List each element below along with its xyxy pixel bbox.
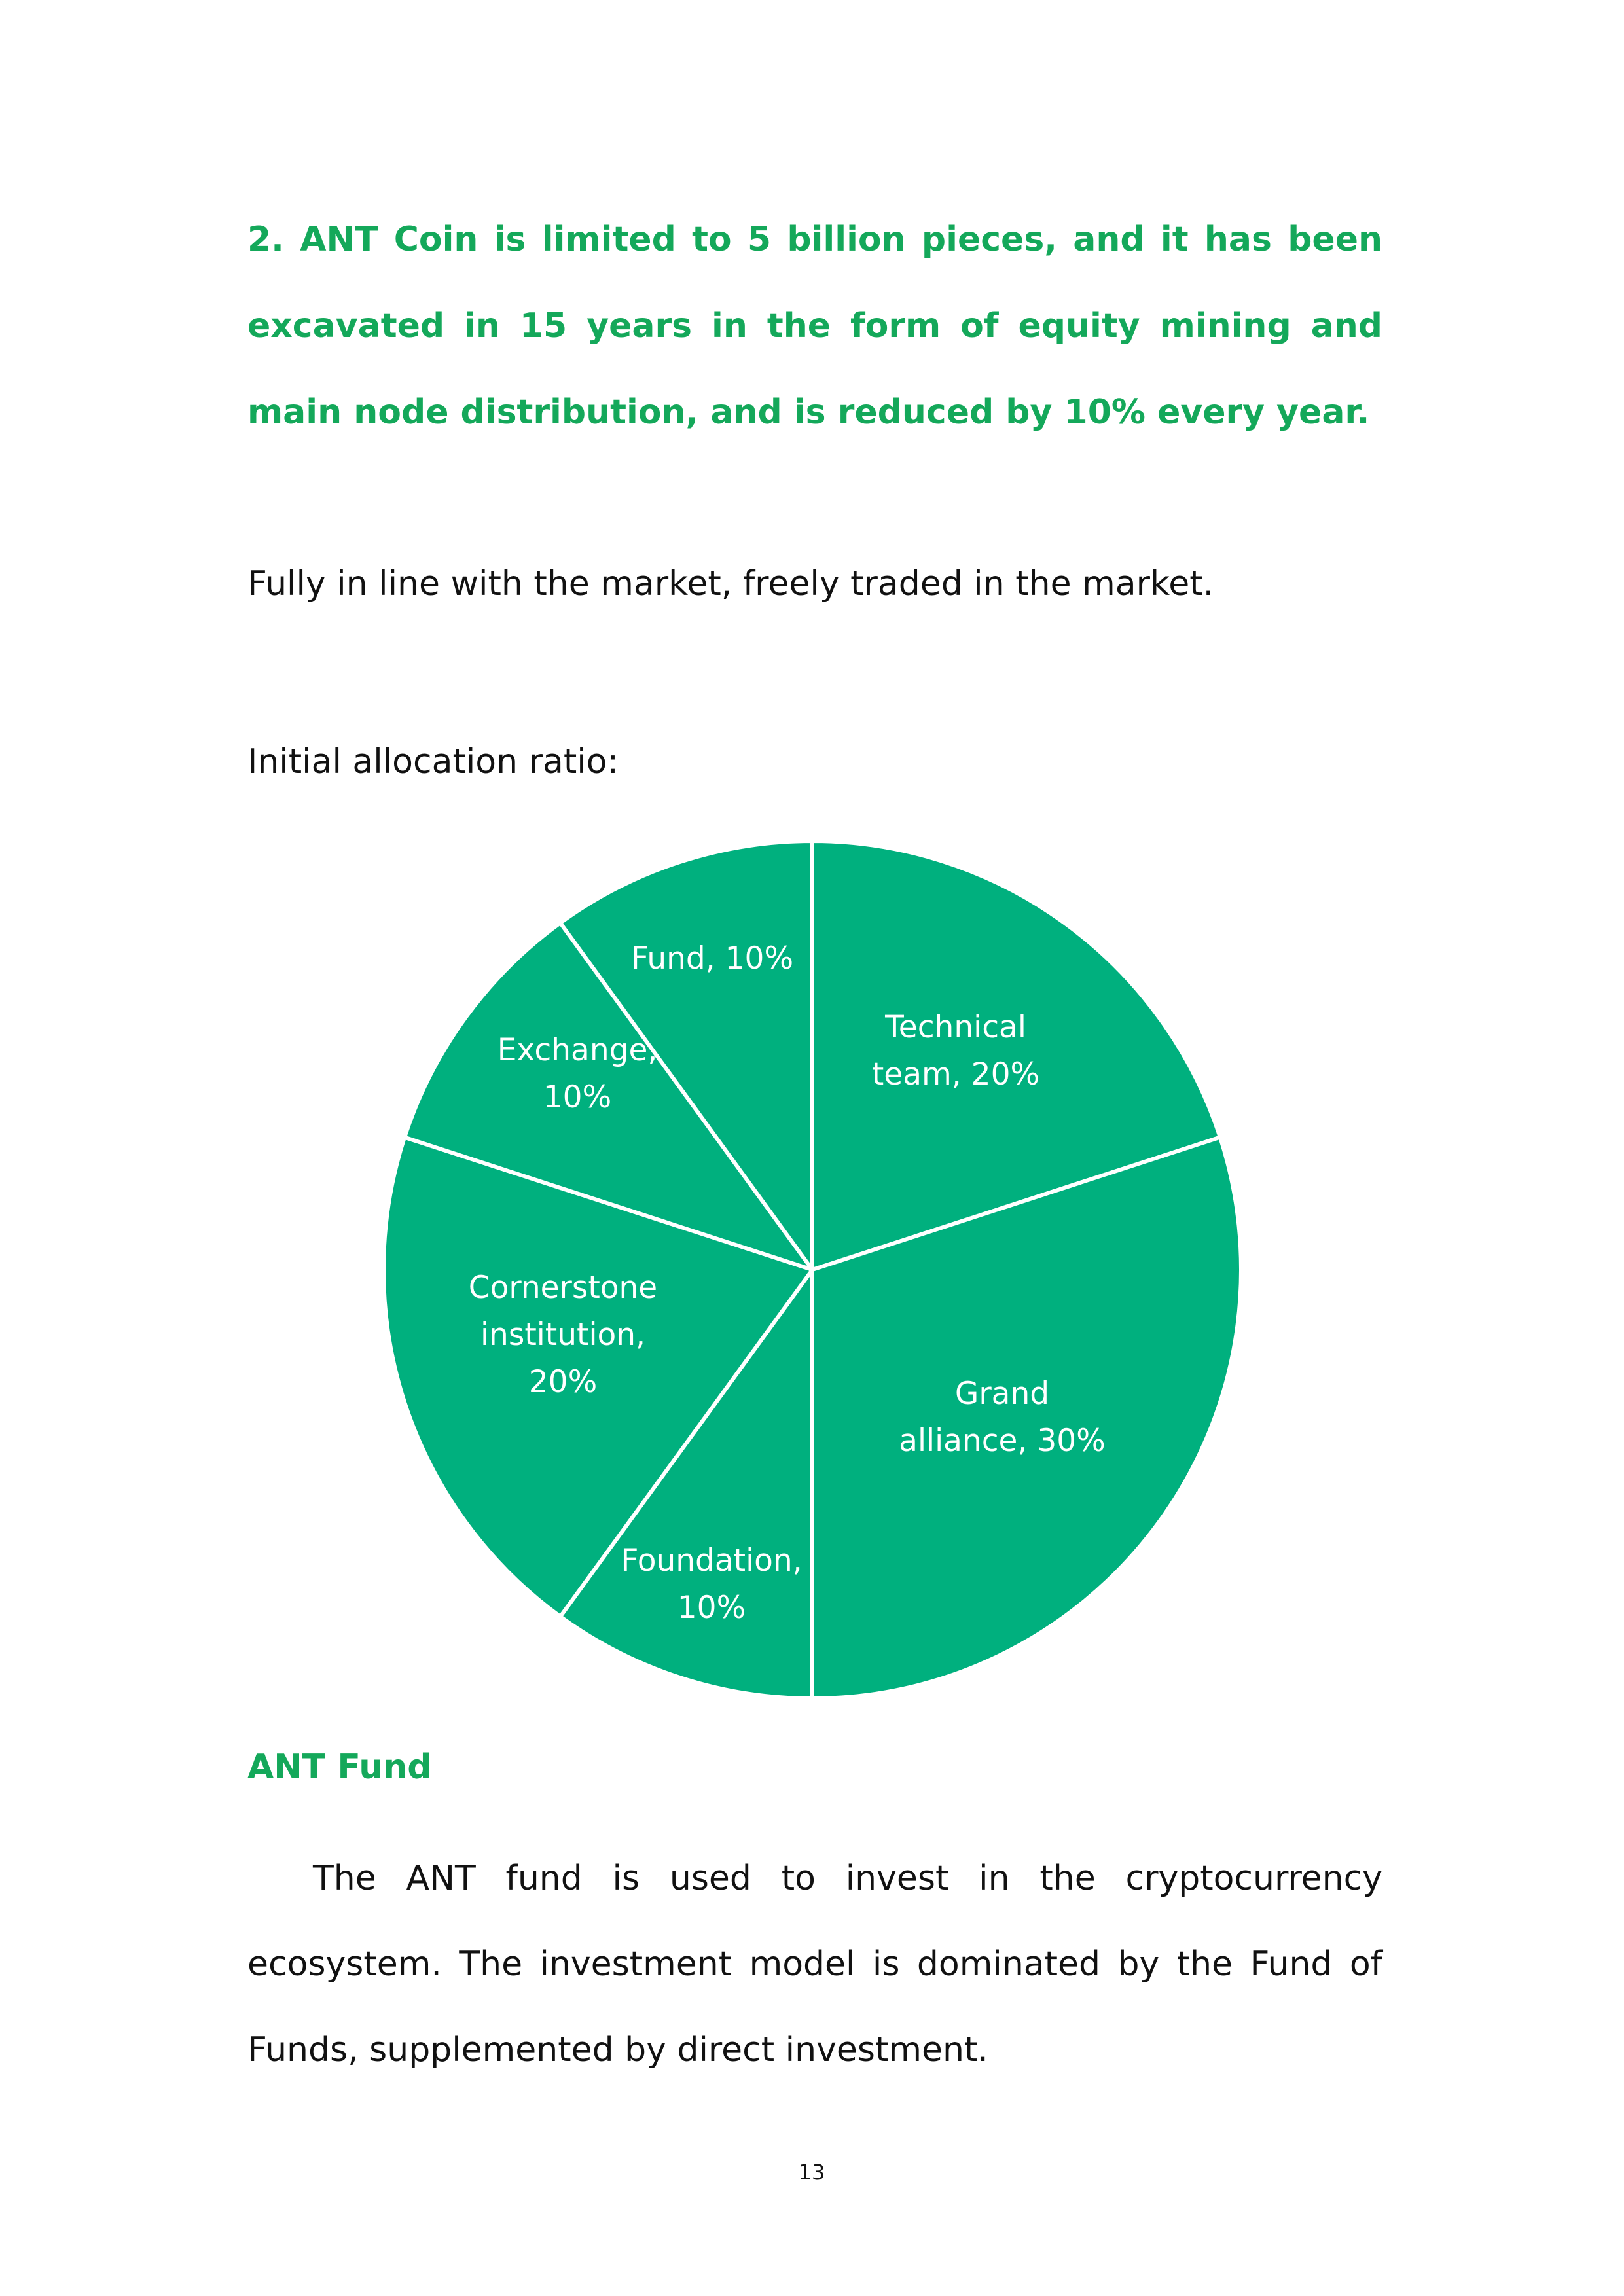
pie-label-line: Technical (884, 1009, 1026, 1045)
pie-label-line: team, 20% (872, 1056, 1039, 1092)
section-heading: 2. ANT Coin is limited to 5 billion piec… (247, 220, 1382, 432)
pie-label-3: Cornerstone institution, 20% (469, 1270, 657, 1400)
pie-label-line: alliance, 30% (899, 1423, 1106, 1459)
pie-slice-1 (810, 1135, 1243, 1700)
pie-label-5: Fund, 10% (631, 941, 793, 977)
pie-label-line: 20% (529, 1364, 597, 1400)
pie-slice-5 (558, 839, 814, 1272)
pie-label-line: 10% (543, 1079, 611, 1115)
pie-label-line: Fund, 10% (631, 941, 793, 977)
fund-heading: ANT Fund (247, 1748, 432, 1787)
allocation-label: Initial allocation ratio: (247, 742, 619, 781)
pie-label-0: Technical team, 20% (872, 1009, 1039, 1092)
pie-label-line: Grand (955, 1376, 1049, 1412)
fund-description: The ANT fund is used to invest in the cr… (247, 1859, 1382, 2070)
pie-slice-2 (558, 1268, 814, 1700)
pie-slice-3 (382, 1135, 814, 1619)
pie-label-1: Grand alliance, 30% (899, 1376, 1106, 1459)
pie-label-line: Cornerstone (469, 1270, 657, 1306)
pie-slice-0 (810, 839, 1222, 1272)
pie-label-2: Foundation, 10% (621, 1543, 802, 1626)
pie-label-line: Foundation, (621, 1543, 802, 1579)
page-number: 13 (798, 2160, 825, 2185)
pie-label-4: Exchange, 10% (497, 1032, 658, 1115)
pie-label-line: Exchange, (497, 1032, 658, 1068)
market-statement: Fully in line with the market, freely tr… (247, 564, 1214, 603)
pie-label-line: institution, (480, 1317, 645, 1353)
pie-labels: Technical team, 20% Grand alliance, 30% Foun… (469, 941, 1106, 1626)
pie-label-line: 10% (677, 1590, 746, 1626)
pie-slices (382, 839, 1243, 1700)
pie-slice-4 (403, 921, 814, 1272)
